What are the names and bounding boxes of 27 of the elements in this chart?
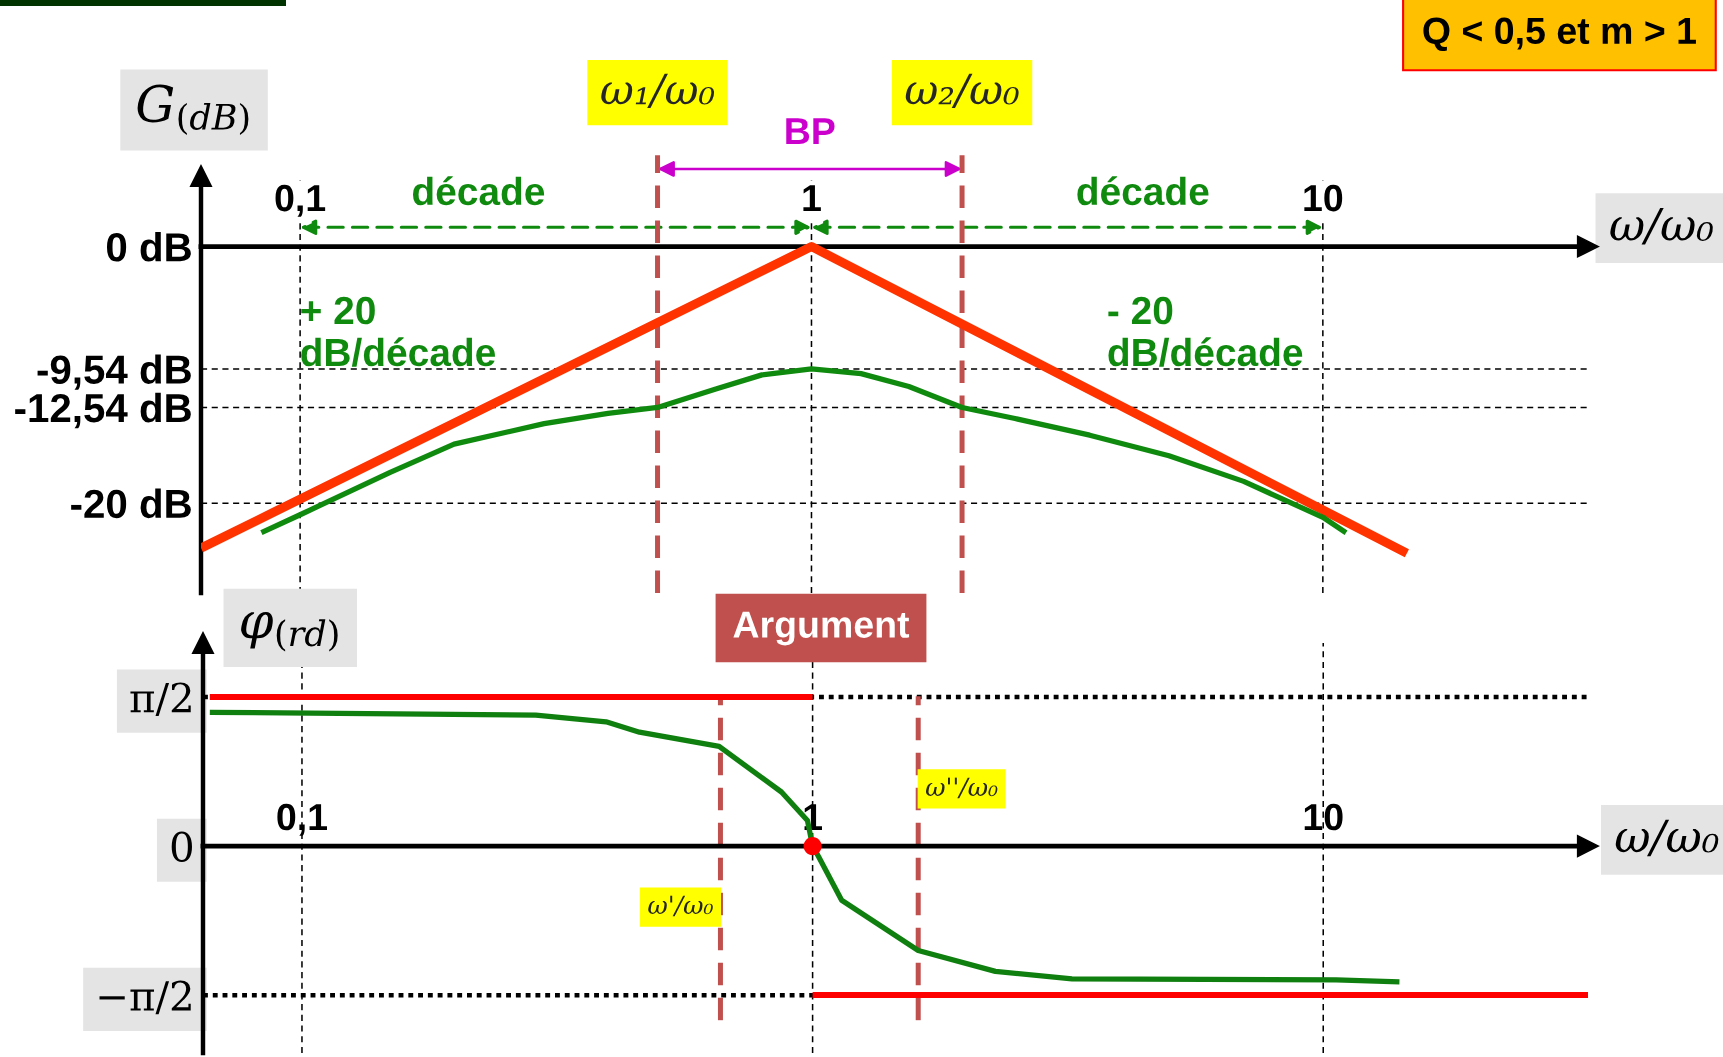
ref-line-label: ω₁/ω₀ [601, 73, 715, 108]
chart-title: Q < 0,5 et m > 1 [1423, 17, 1696, 52]
ref-line-label: ω₂/ω₀ [905, 73, 1019, 108]
y-tick-label: −π/2 [99, 980, 191, 1015]
x-axis-title: ω/ω₀ [1615, 819, 1719, 857]
x-tick-label: 10 [1304, 803, 1343, 831]
x-axis-title: ω/ω₀ [1610, 207, 1713, 245]
x-tick-label: 10 [1304, 184, 1343, 212]
ref-line-label: ω'/ω₀ [648, 895, 713, 917]
annotation: décade [412, 176, 545, 206]
ref-line-label: ω''/ω₀ [925, 777, 998, 799]
x-tick-label: 1 [803, 185, 821, 212]
y-tick-label: -12,54 dB [15, 392, 191, 429]
annotation: + 20 dB/décade [301, 296, 495, 367]
x-tick-label: 0,1 [277, 803, 327, 836]
chart-title: Argument [733, 611, 910, 646]
y-tick-label: 0 [171, 831, 192, 862]
y-tick-label: 0 dB [106, 231, 191, 262]
y-axis-title: G$_{(dB)}$ [137, 84, 249, 135]
text: BP [786, 118, 835, 144]
annotation: - 20 dB/décade [1108, 296, 1303, 367]
x-tick-label: 0,1 [275, 184, 326, 217]
annotation: décade [1077, 176, 1209, 206]
y-tick-label: π/2 [130, 682, 191, 717]
y-axis-title: φ$_{(rd)}$ [241, 612, 338, 652]
y-tick-label: -20 dB [71, 488, 191, 519]
y-tick-label: -9,54 dB [37, 354, 191, 390]
